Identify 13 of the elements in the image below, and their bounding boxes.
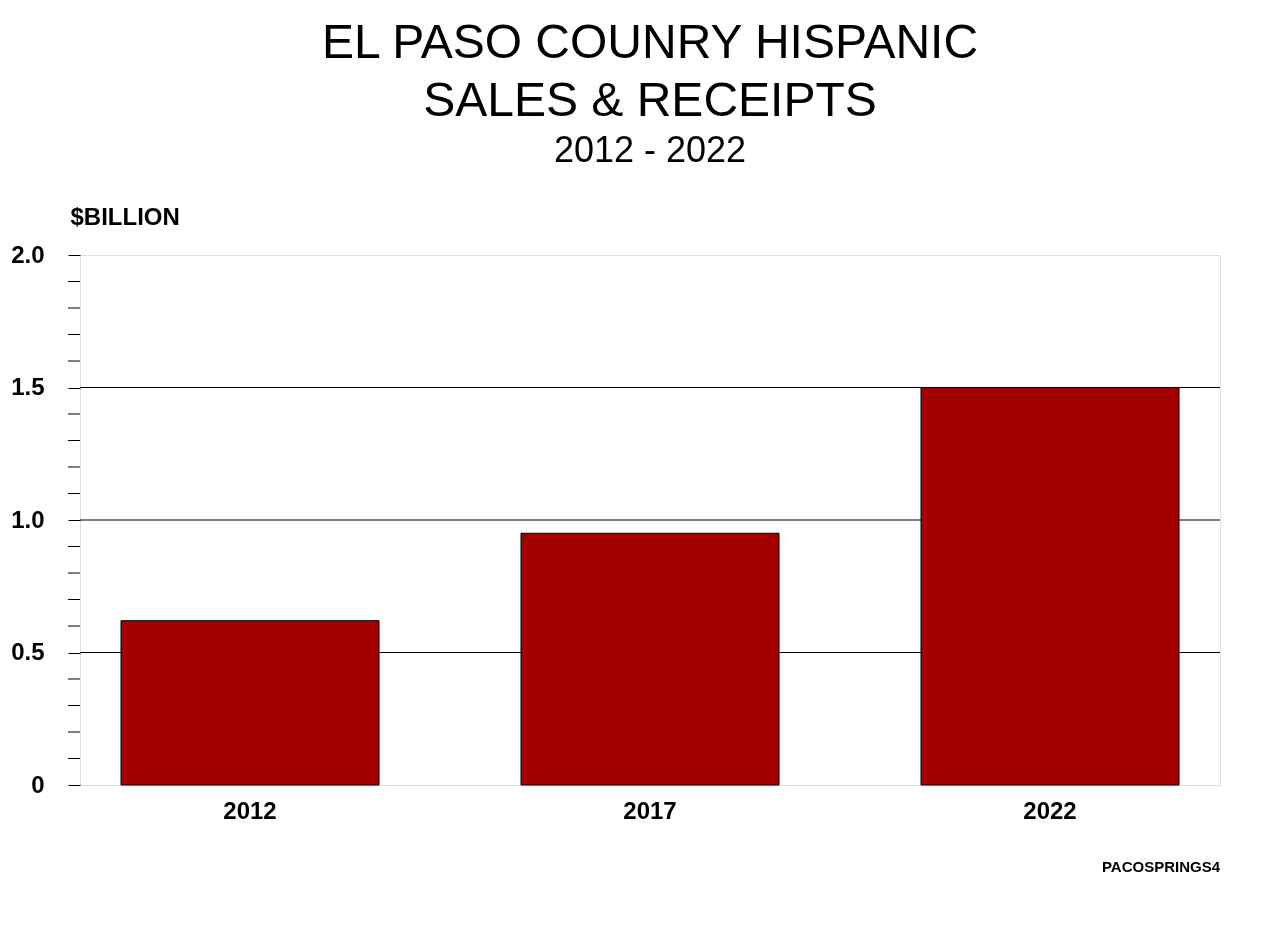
chart-subtitle: 2012 - 2022 — [553, 129, 747, 170]
y-tick-label: 1.5 — [11, 373, 45, 400]
x-tick-label: 2022 — [1023, 796, 1077, 824]
y-axis-title: $BILLION — [70, 202, 180, 230]
y-tick-label: 2.0 — [11, 240, 45, 268]
y-tick-label: 0.5 — [11, 638, 45, 665]
text: PACOSPRINGS4 — [1101, 858, 1221, 875]
y-tick-label: 0 — [31, 770, 45, 798]
x-tick-label: 2017 — [623, 796, 677, 824]
text: SALES & RECEIPTS — [423, 73, 877, 126]
text: EL PASO COUNRY HISPANIC — [321, 15, 979, 68]
x-tick-label: 2012 — [223, 796, 277, 824]
y-tick-label: 1.0 — [11, 505, 45, 533]
